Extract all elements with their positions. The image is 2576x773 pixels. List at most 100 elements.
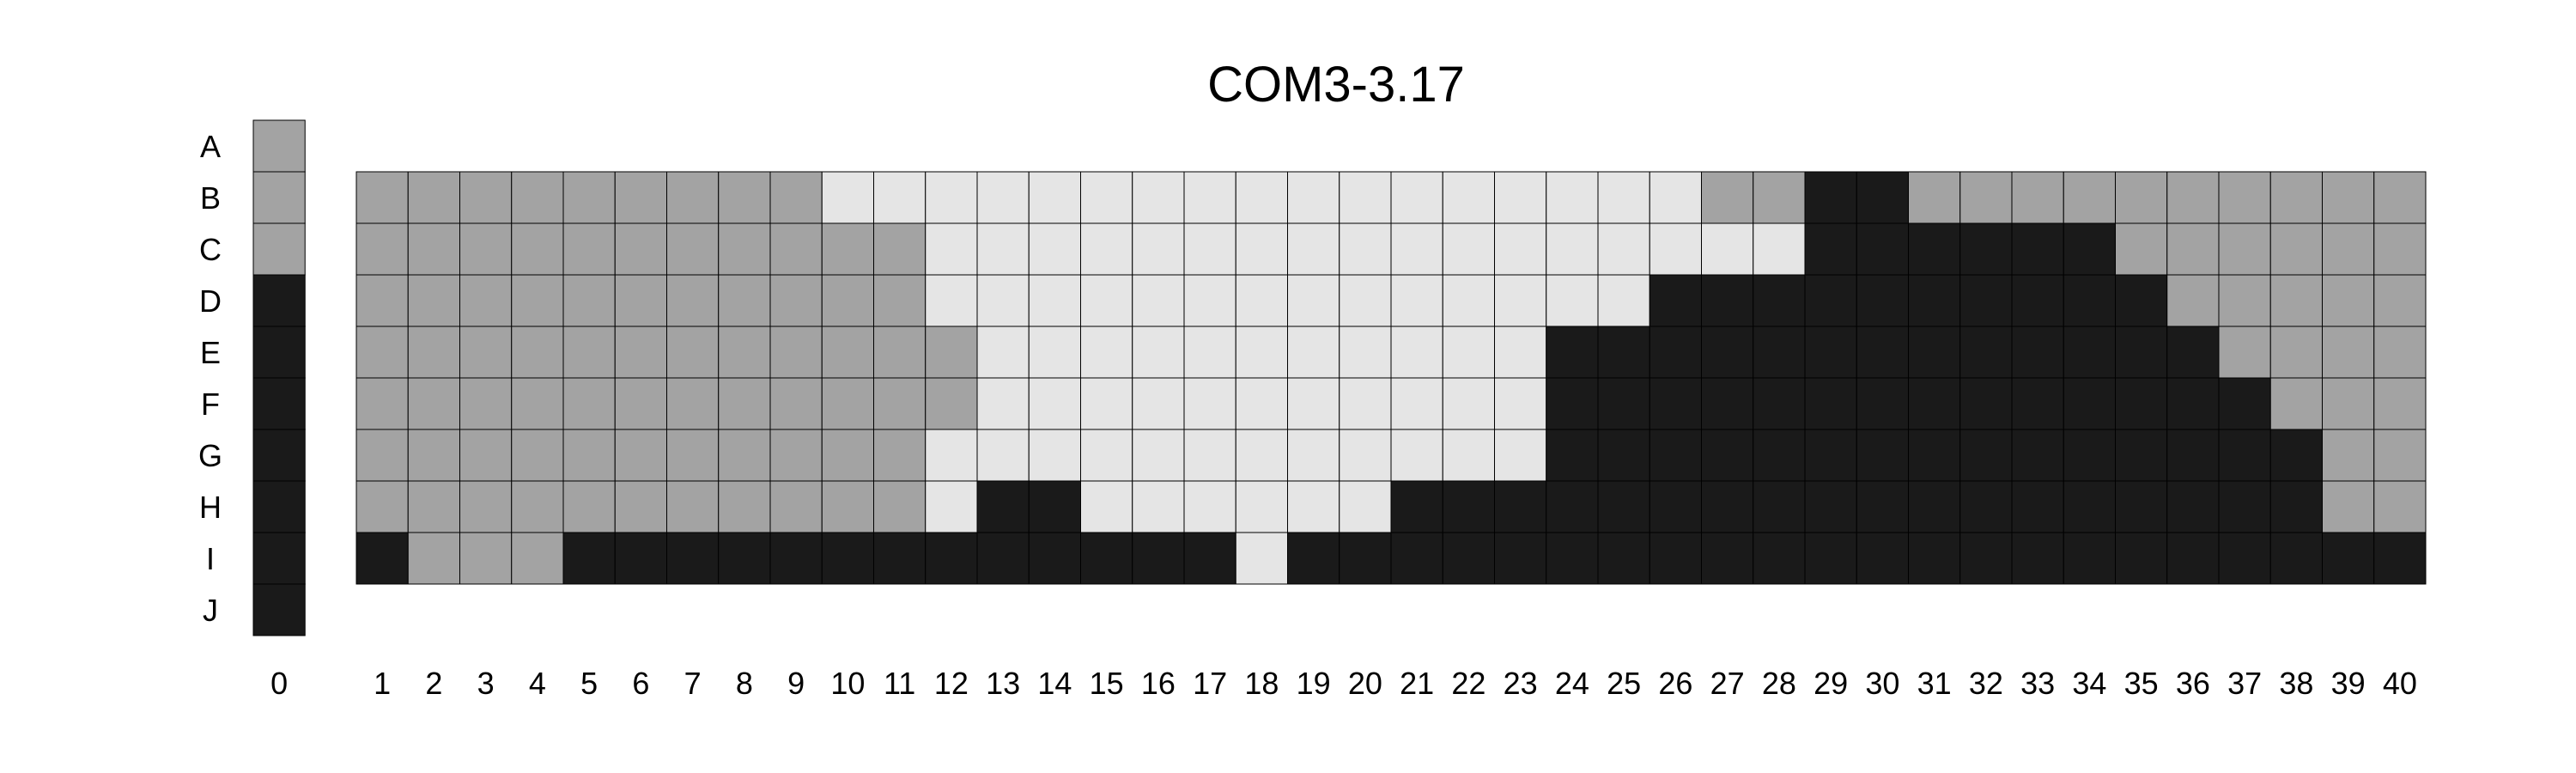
cell-d-37 bbox=[2218, 274, 2271, 327]
cell-g-34 bbox=[2063, 429, 2116, 482]
cell-g-37 bbox=[2218, 429, 2271, 482]
cell-e-32 bbox=[1959, 326, 2013, 379]
row-label-j: J bbox=[203, 593, 218, 628]
cell-h-2 bbox=[407, 480, 460, 533]
col-label-40: 40 bbox=[2383, 666, 2417, 701]
row-label-d: D bbox=[199, 283, 222, 319]
cell-e-14 bbox=[1028, 326, 1081, 379]
cell-g-27 bbox=[1701, 429, 1754, 482]
cell-f-22 bbox=[1442, 377, 1495, 430]
col-label-8: 8 bbox=[736, 666, 753, 701]
cell-b-22 bbox=[1442, 171, 1495, 224]
cell-c-0 bbox=[252, 222, 306, 276]
cell-e-39 bbox=[2322, 326, 2375, 379]
cell-e-1 bbox=[355, 326, 409, 379]
cell-h-25 bbox=[1597, 480, 1650, 533]
cell-b-3 bbox=[459, 171, 513, 224]
cell-d-16 bbox=[1132, 274, 1185, 327]
cell-h-22 bbox=[1442, 480, 1495, 533]
cell-f-36 bbox=[2166, 377, 2220, 430]
cell-e-17 bbox=[1183, 326, 1236, 379]
cell-e-4 bbox=[511, 326, 564, 379]
cell-e-0 bbox=[252, 326, 306, 379]
cell-e-5 bbox=[562, 326, 616, 379]
cell-g-21 bbox=[1390, 429, 1443, 482]
col-label-23: 23 bbox=[1504, 666, 1538, 701]
row-label-e: E bbox=[200, 335, 221, 370]
cell-i-28 bbox=[1753, 532, 1806, 585]
cell-b-13 bbox=[976, 171, 1030, 224]
cell-d-5 bbox=[562, 274, 616, 327]
cell-d-40 bbox=[2373, 274, 2427, 327]
cell-g-14 bbox=[1028, 429, 1081, 482]
cell-b-9 bbox=[769, 171, 823, 224]
cell-f-17 bbox=[1183, 377, 1236, 430]
cell-d-22 bbox=[1442, 274, 1495, 327]
cell-i-17 bbox=[1183, 532, 1236, 585]
cell-b-27 bbox=[1701, 171, 1754, 224]
cell-g-30 bbox=[1856, 429, 1909, 482]
cell-b-31 bbox=[1908, 171, 1961, 224]
cell-i-26 bbox=[1649, 532, 1702, 585]
col-label-10: 10 bbox=[830, 666, 865, 701]
cell-f-15 bbox=[1080, 377, 1133, 430]
cell-h-34 bbox=[2063, 480, 2116, 533]
cell-f-16 bbox=[1132, 377, 1185, 430]
cell-i-19 bbox=[1287, 532, 1340, 585]
cell-g-25 bbox=[1597, 429, 1650, 482]
cell-c-33 bbox=[2011, 222, 2064, 276]
row-label-f: F bbox=[201, 386, 220, 422]
chart-title: COM3-3.17 bbox=[1207, 57, 1465, 113]
cell-b-36 bbox=[2166, 171, 2220, 224]
cell-c-3 bbox=[459, 222, 513, 276]
cell-b-15 bbox=[1080, 171, 1133, 224]
col-label-13: 13 bbox=[986, 666, 1020, 701]
cell-c-37 bbox=[2218, 222, 2271, 276]
col-label-35: 35 bbox=[2124, 666, 2159, 701]
row-label-a: A bbox=[200, 129, 221, 164]
col-label-19: 19 bbox=[1297, 666, 1331, 701]
cell-f-7 bbox=[666, 377, 720, 430]
cell-h-15 bbox=[1080, 480, 1133, 533]
cell-b-32 bbox=[1959, 171, 2013, 224]
col-label-38: 38 bbox=[2279, 666, 2313, 701]
cell-i-34 bbox=[2063, 532, 2116, 585]
cell-d-10 bbox=[821, 274, 874, 327]
cell-i-36 bbox=[2166, 532, 2220, 585]
cell-d-38 bbox=[2269, 274, 2323, 327]
cell-h-32 bbox=[1959, 480, 2013, 533]
col-label-0: 0 bbox=[270, 666, 288, 701]
cell-d-6 bbox=[614, 274, 667, 327]
cell-h-14 bbox=[1028, 480, 1081, 533]
cell-h-4 bbox=[511, 480, 564, 533]
cell-e-28 bbox=[1753, 326, 1806, 379]
cell-b-12 bbox=[925, 171, 978, 224]
col-label-5: 5 bbox=[580, 666, 598, 701]
cell-f-33 bbox=[2011, 377, 2064, 430]
cell-c-35 bbox=[2115, 222, 2168, 276]
cell-i-0 bbox=[252, 532, 306, 585]
cell-i-32 bbox=[1959, 532, 2013, 585]
col-label-28: 28 bbox=[1762, 666, 1796, 701]
cell-i-15 bbox=[1080, 532, 1133, 585]
cell-h-12 bbox=[925, 480, 978, 533]
cell-i-10 bbox=[821, 532, 874, 585]
cell-h-20 bbox=[1339, 480, 1392, 533]
col-label-37: 37 bbox=[2227, 666, 2262, 701]
cell-h-37 bbox=[2218, 480, 2271, 533]
col-label-34: 34 bbox=[2072, 666, 2106, 701]
cell-g-16 bbox=[1132, 429, 1185, 482]
cell-g-22 bbox=[1442, 429, 1495, 482]
cell-i-23 bbox=[1494, 532, 1547, 585]
cell-b-25 bbox=[1597, 171, 1650, 224]
cell-e-12 bbox=[925, 326, 978, 379]
cell-e-23 bbox=[1494, 326, 1547, 379]
cell-e-18 bbox=[1235, 326, 1288, 379]
cell-i-18 bbox=[1235, 532, 1288, 585]
cell-b-7 bbox=[666, 171, 720, 224]
cell-d-4 bbox=[511, 274, 564, 327]
cell-e-33 bbox=[2011, 326, 2064, 379]
cell-c-40 bbox=[2373, 222, 2427, 276]
heatmap-grid bbox=[355, 171, 2427, 585]
cell-e-29 bbox=[1804, 326, 1857, 379]
